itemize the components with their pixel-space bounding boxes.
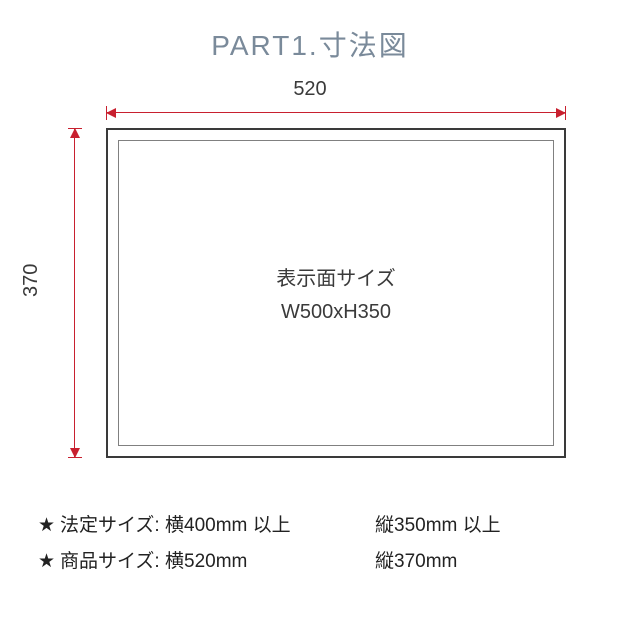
spec-row-product: ★商品サイズ: 横520mm縦370mm [38,544,501,580]
width-dimension-label: 520 [40,78,580,101]
spec-label: 商品サイズ: [60,544,160,580]
spec-list: ★法定サイズ: 横400mm 以上縦350mm 以上 ★商品サイズ: 横520m… [38,508,501,580]
page-title: PART1.寸法図 [0,24,620,64]
width-dimension-line [106,106,566,120]
star-icon: ★ [38,508,60,544]
spec-height-value: 縦370mm [375,544,457,580]
star-icon: ★ [38,544,60,580]
height-dimension-line [68,128,82,458]
spec-height-value: 縦350mm 以上 [375,508,501,544]
display-area-label: 表示面サイズ W500xH350 [108,130,564,456]
outer-frame: 表示面サイズ W500xH350 [106,128,566,458]
spec-width-value: 横400mm 以上 [165,508,375,544]
spec-label: 法定サイズ: [60,508,160,544]
height-dimension-label: 370 [20,70,43,490]
display-area-label-2: W500xH350 [281,301,391,324]
dimension-diagram: 520 370 表示面サイズ W500xH350 [40,70,580,490]
spec-width-value: 横520mm [165,544,375,580]
display-area-label-1: 表示面サイズ [276,262,395,291]
spec-row-legal: ★法定サイズ: 横400mm 以上縦350mm 以上 [38,508,501,544]
